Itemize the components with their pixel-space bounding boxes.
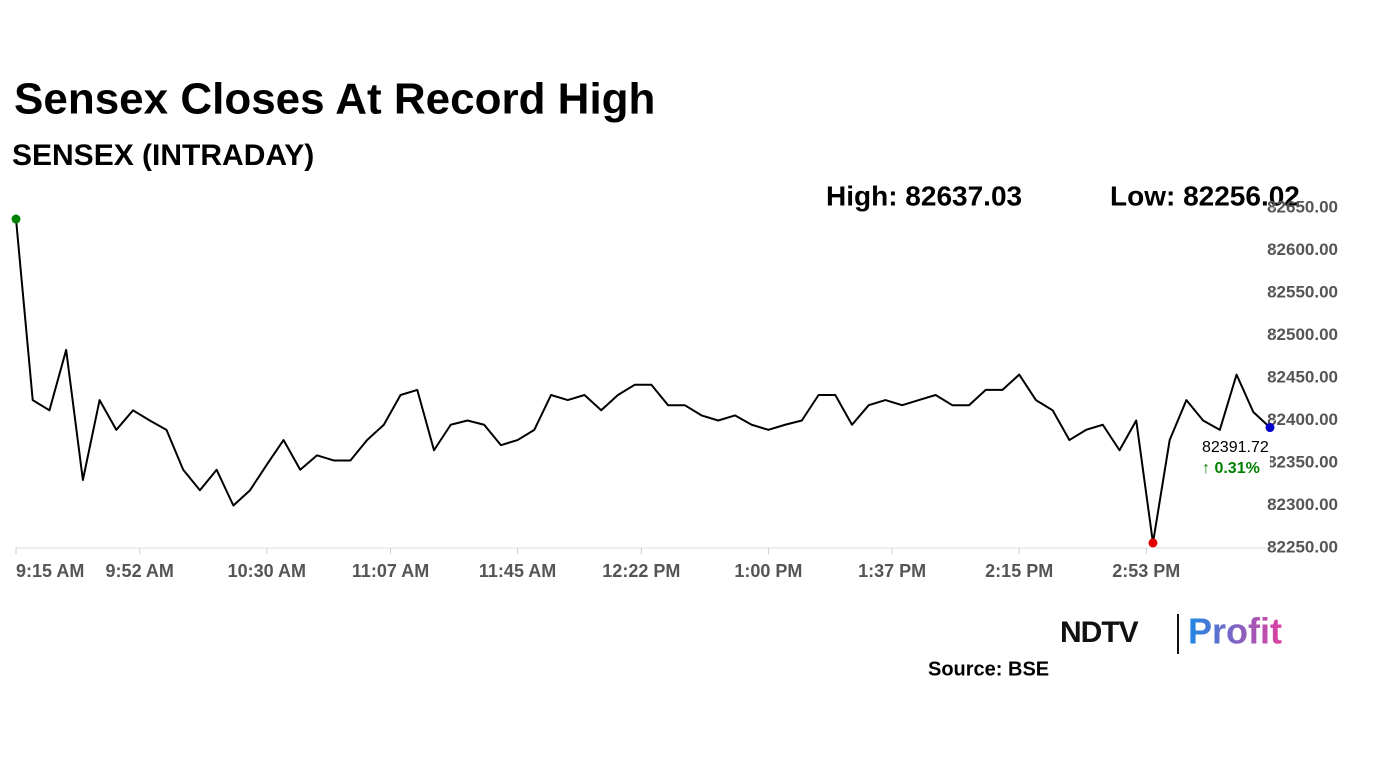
x-tick-label: 1:00 PM bbox=[734, 561, 802, 581]
y-tick-label: 82550.00 bbox=[1267, 282, 1338, 301]
y-tick-label: 82300.00 bbox=[1267, 495, 1338, 514]
y-tick-label: 82350.00 bbox=[1267, 452, 1338, 471]
y-tick-label: 82400.00 bbox=[1267, 410, 1338, 429]
y-tick-label: 82500.00 bbox=[1267, 325, 1338, 344]
end-label-bg bbox=[1200, 435, 1270, 480]
high-marker bbox=[11, 214, 21, 224]
source: Source: BSE bbox=[928, 658, 1049, 680]
chart-title: Sensex Closes At Record High bbox=[14, 75, 655, 124]
x-tick-label: 11:45 AM bbox=[479, 561, 556, 581]
x-tick-label: 11:07 AM bbox=[352, 561, 429, 581]
end-marker bbox=[1265, 423, 1275, 433]
low-label: Low: 82256.02 bbox=[1110, 180, 1300, 211]
y-tick-label: 82600.00 bbox=[1267, 240, 1338, 259]
logo: NDTV Profit bbox=[1060, 611, 1282, 654]
x-tick-label: 1:37 PM bbox=[858, 561, 926, 581]
x-tick-label: 2:15 PM bbox=[985, 561, 1053, 581]
y-tick-label: 82250.00 bbox=[1267, 537, 1338, 556]
y-tick-label: 82650.00 bbox=[1267, 197, 1338, 216]
x-tick-label: 10:30 AM bbox=[228, 561, 306, 581]
end-label: 82391.72 bbox=[1202, 439, 1269, 456]
high-label: High: 82637.03 bbox=[826, 180, 1022, 211]
x-tick-label: 2:53 PM bbox=[1112, 561, 1180, 581]
change-label: ↑ 0.31% bbox=[1202, 460, 1260, 477]
low-marker bbox=[1148, 538, 1158, 548]
x-tick-label: 9:15 AM bbox=[16, 561, 84, 581]
logo-product: Profit bbox=[1188, 611, 1282, 652]
chart-subtitle: SENSEX (INTRADAY) bbox=[12, 139, 314, 172]
x-tick-label: 9:52 AM bbox=[106, 561, 174, 581]
logo-brand: NDTV bbox=[1060, 616, 1139, 649]
line bbox=[15, 218, 1271, 544]
y-tick-label: 82450.00 bbox=[1267, 367, 1338, 386]
x-tick-label: 12:22 PM bbox=[602, 561, 680, 581]
